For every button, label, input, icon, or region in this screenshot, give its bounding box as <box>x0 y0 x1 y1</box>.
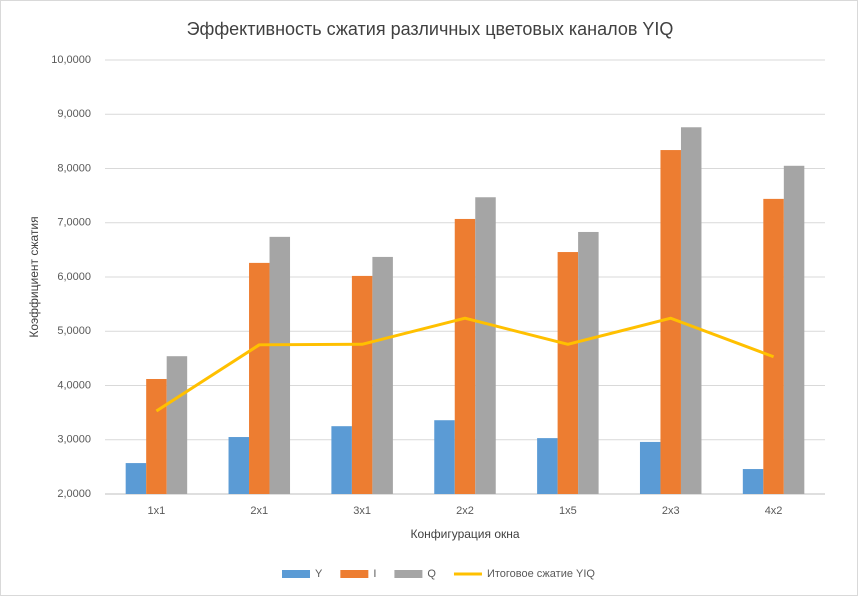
bar <box>434 420 455 494</box>
legend-swatch <box>340 570 369 578</box>
bar <box>166 356 188 494</box>
line-series <box>155 316 775 413</box>
bar <box>125 463 147 494</box>
y-tick-label: 8,0000 <box>57 162 91 174</box>
legend-swatch <box>394 570 423 578</box>
y-tick-label: 6,0000 <box>57 271 91 283</box>
y-axis-title: Коэффициент сжатия <box>27 216 41 337</box>
bar <box>146 378 167 494</box>
bar <box>351 275 373 494</box>
bar <box>578 231 599 494</box>
y-tick-label: 7,0000 <box>57 217 91 229</box>
bar <box>763 198 784 494</box>
x-tick-label: 4x2 <box>765 505 783 517</box>
bar <box>475 197 496 494</box>
x-tick-label: 2x3 <box>662 505 680 517</box>
legend-label: Q <box>427 568 436 580</box>
bar <box>557 252 579 494</box>
bar <box>331 426 352 494</box>
bar <box>537 438 558 494</box>
chart-title: Эффективность сжатия различных цветовых … <box>187 19 674 39</box>
bar <box>742 469 764 494</box>
legend-label: I <box>373 568 376 580</box>
y-tick-label: 10,0000 <box>51 54 91 66</box>
x-tick-label: 1x5 <box>559 505 577 517</box>
bar <box>269 236 291 495</box>
bar <box>783 165 805 494</box>
y-tick-label: 4,0000 <box>57 379 91 391</box>
x-tick-label: 2x1 <box>250 505 268 517</box>
x-tick-label: 3x1 <box>353 505 371 517</box>
bar <box>249 262 270 494</box>
legend-label: Y <box>315 568 323 580</box>
bar <box>639 441 661 494</box>
bar <box>660 150 681 494</box>
bar <box>454 218 476 494</box>
x-tick-label: 1x1 <box>148 505 166 517</box>
x-axis-title: Конфигурация окна <box>410 527 519 541</box>
x-tick-label: 2x2 <box>456 505 474 517</box>
y-tick-label: 9,0000 <box>57 108 91 120</box>
y-tick-label: 2,0000 <box>57 488 91 500</box>
bar <box>228 437 250 494</box>
y-tick-label: 3,0000 <box>57 434 91 446</box>
legend-label: Итоговое сжатие YIQ <box>487 568 595 580</box>
legend-swatch <box>282 570 310 578</box>
y-tick-label: 5,0000 <box>57 325 91 337</box>
bar <box>680 127 702 495</box>
bar <box>372 256 393 494</box>
